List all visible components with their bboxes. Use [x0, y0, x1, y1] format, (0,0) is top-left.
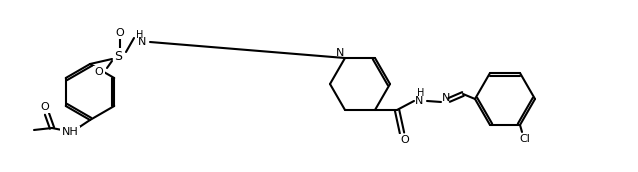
Text: H: H	[137, 30, 144, 40]
Text: NH: NH	[62, 127, 78, 137]
Text: O: O	[94, 67, 103, 77]
Text: O: O	[41, 102, 49, 112]
Text: N: N	[441, 93, 450, 103]
Text: S: S	[114, 50, 122, 62]
Text: O: O	[401, 135, 410, 145]
Text: H: H	[417, 88, 425, 98]
Text: N: N	[415, 96, 423, 106]
Text: N: N	[138, 37, 146, 47]
Text: Cl: Cl	[519, 134, 530, 144]
Text: O: O	[115, 28, 124, 38]
Text: N: N	[336, 48, 344, 58]
